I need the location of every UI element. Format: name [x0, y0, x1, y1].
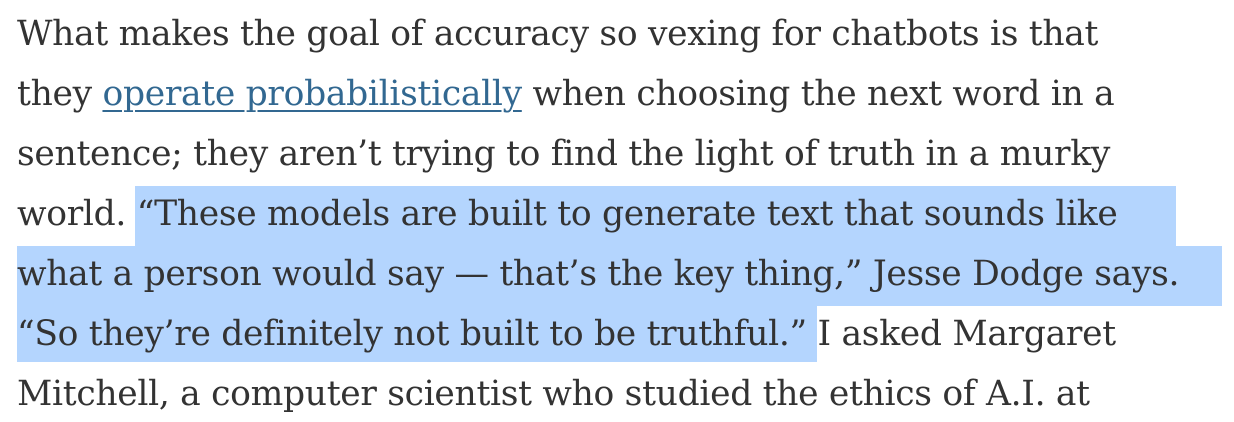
article-body: What makes the goal of accuracy so vexin… [17, 6, 1222, 414]
paragraph-text: Mitchell, a computer scientist who studi… [17, 374, 1090, 414]
highlighted-quote-text: “These models are built to generate text… [136, 194, 1118, 234]
paragraph-line: “So they’re definitely not built to be t… [17, 306, 1116, 362]
paragraph-text: they [17, 74, 103, 114]
paragraph-text: sentence; they aren’t trying to find the… [17, 134, 1111, 174]
paragraph-line: Mitchell, a computer scientist who studi… [17, 366, 1090, 422]
highlighted-quote-text: “So they’re definitely not built to be t… [17, 314, 807, 354]
paragraph-text: I asked Margaret [806, 314, 1117, 354]
paragraph-line: sentence; they aren’t trying to find the… [17, 126, 1110, 182]
selection-highlight-line-4 [135, 186, 1176, 246]
selection-highlight-line-6 [17, 306, 817, 362]
inline-link-operate-probabilistically[interactable]: operate probabilistically [102, 74, 522, 114]
paragraph-line: world. “These models are built to genera… [17, 186, 1118, 242]
paragraph-text: world. [17, 194, 137, 234]
paragraph-text: What makes the goal of accuracy so vexin… [17, 14, 1099, 54]
highlighted-quote-text: what a person would say — that’s the key… [17, 254, 1180, 294]
paragraph-text: when choosing the next word in a [521, 74, 1115, 114]
paragraph-line: what a person would say — that’s the key… [17, 246, 1180, 302]
selection-highlight-line-5 [17, 246, 1222, 306]
paragraph-line: What makes the goal of accuracy so vexin… [17, 6, 1098, 62]
paragraph-line: they operate probabilistically when choo… [17, 66, 1115, 122]
